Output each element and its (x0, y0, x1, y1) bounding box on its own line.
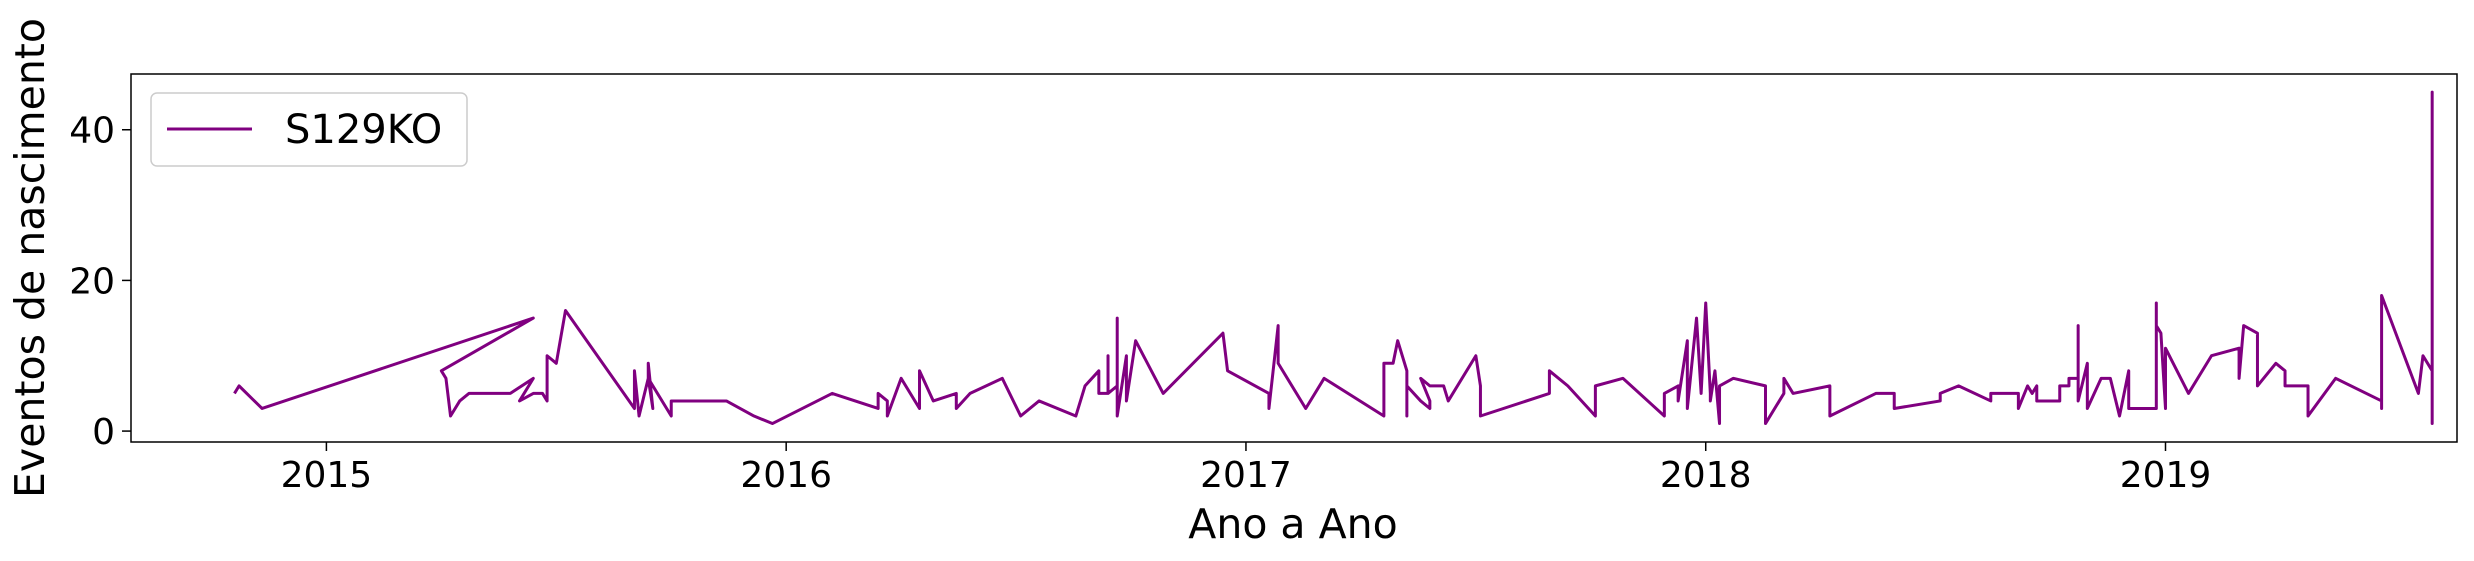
y-axis-label: Eventos de nascimento (6, 18, 54, 498)
x-tick-label: 2017 (1200, 455, 1292, 496)
x-tick-label: 2016 (740, 455, 832, 496)
data-line (233, 90, 2434, 426)
x-tick-label: 2015 (281, 455, 373, 496)
plot-frame (130, 73, 2458, 443)
x-tick-label: 2018 (1660, 455, 1752, 496)
legend-label: S129KO (285, 107, 442, 153)
y-tick-label: 20 (69, 261, 115, 302)
x-axis-label: Ano a Ano (1188, 500, 1397, 548)
x-tick-label: 2019 (2120, 455, 2212, 496)
y-tick-label: 0 (92, 412, 115, 453)
y-tick-label: 40 (69, 111, 115, 152)
legend-box (150, 92, 468, 167)
